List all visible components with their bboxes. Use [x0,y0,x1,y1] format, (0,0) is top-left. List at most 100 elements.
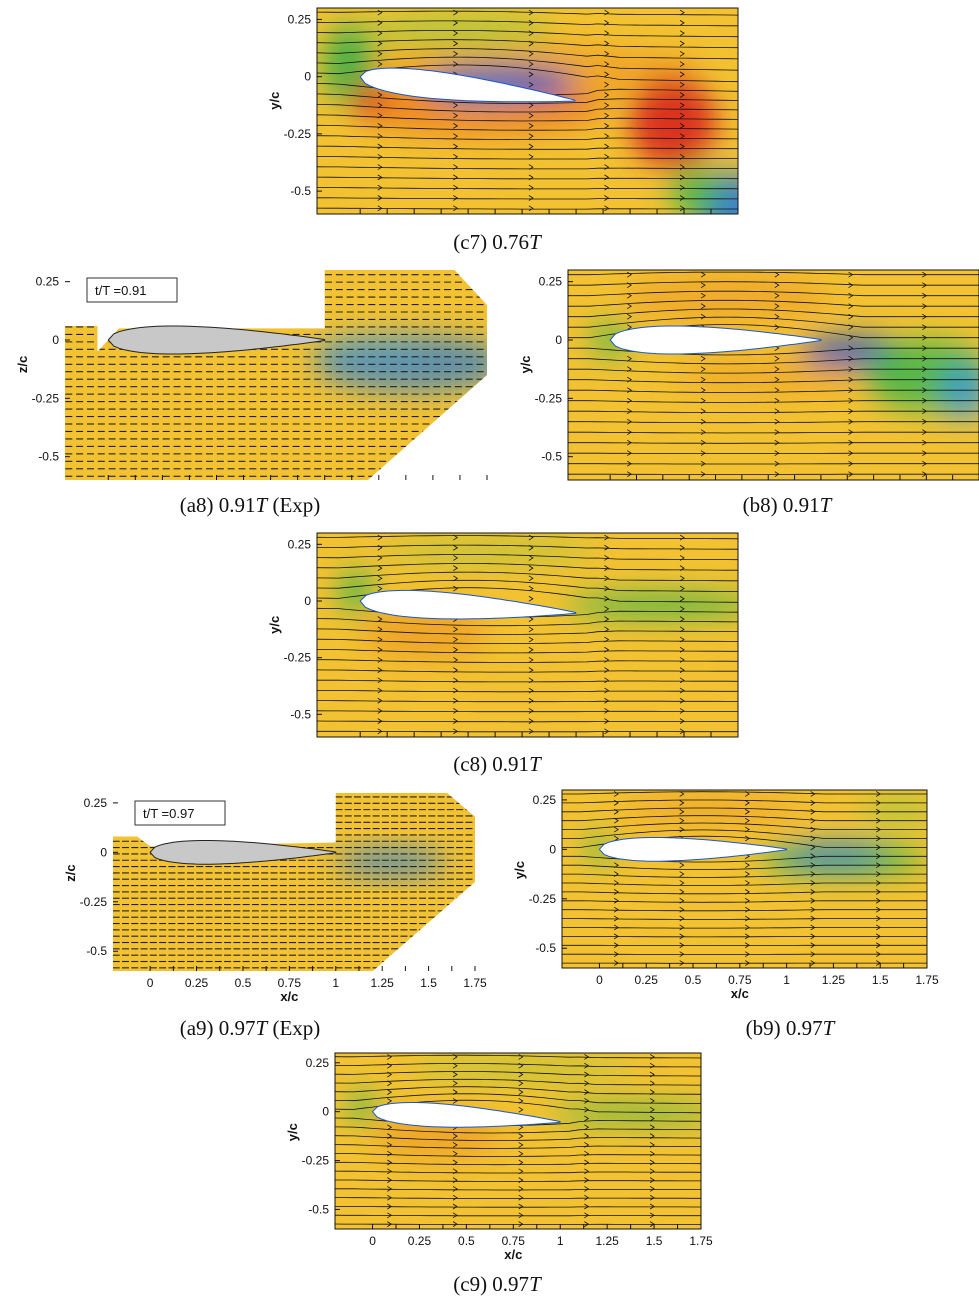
streamline-arrow [387,1062,393,1069]
x-tick-label: 1.75 [463,976,487,990]
streamline-arrow [387,1159,393,1166]
streamline-arrow [922,418,928,425]
streamline-arrow [649,1071,655,1078]
streamline-arrow [584,1230,588,1235]
streamline-arrow [627,282,632,289]
streamline-arrow [744,880,750,886]
streamline-arrow [875,871,881,877]
airfoil [609,325,822,355]
streamline-arrow [377,153,383,160]
x-tick-label: 0.75 [278,976,302,990]
streamline-arrow [679,92,685,98]
streamline-arrow [453,133,459,140]
streamline-arrow [875,915,881,922]
streamline-arrow [848,418,854,425]
streamline [335,1214,701,1217]
streamline-arrow [528,30,534,37]
y-tick-label: 0.25 [288,537,312,551]
streamline-arrow [387,1124,393,1131]
streamline [562,815,927,822]
time-label: t/T =0.91 [95,283,146,298]
streamline-arrow [518,1133,524,1139]
streamline-arrow [584,1054,590,1060]
streamline-arrow [528,205,534,212]
streamline-arrow [584,1133,590,1139]
streamline-arrow [849,482,853,487]
streamline-arrow [604,195,610,201]
streamline-arrow [848,324,854,331]
y-axis-label: z/c [63,864,78,881]
streamline-arrow [774,282,780,289]
contour-blob [938,363,979,420]
streamline-arrow [453,174,459,181]
streamline-arrow [528,646,534,653]
streamline-arrow [518,1142,524,1148]
streamline-arrow [528,184,534,191]
streamline-arrow [377,92,383,98]
streamline-arrow [744,942,750,949]
streamline [335,1078,701,1086]
streamline-arrow [529,739,533,744]
streamline-arrow [453,123,459,129]
streamline-arrow [679,606,685,612]
x-tick-label: 0.25 [185,976,209,990]
streamline-arrow [604,30,610,37]
streamline-arrow [922,366,928,373]
streamline-arrow [604,50,610,57]
streamline-arrow [744,897,750,904]
x-tick-label: 1.75 [689,1234,713,1248]
streamline [317,20,738,27]
streamline-arrow [604,61,610,67]
streamline [317,571,738,582]
streamline [317,176,738,180]
streamline-arrow [627,450,632,457]
streamline-arrow [848,450,854,457]
streamline-arrow [452,1098,458,1104]
y-tick-label: -0.5 [290,707,311,721]
streamline-arrow [528,657,534,663]
y-tick-label: -0.25 [284,127,312,141]
streamline-arrow [528,595,534,602]
streamline-arrow [377,636,383,643]
streamline-arrow [452,1177,458,1183]
streamline-arrow [700,292,706,299]
streamline-arrow [518,1221,524,1227]
streamline-arrow [387,1230,391,1235]
streamline-arrow [604,616,610,622]
streamline-arrow [649,1212,655,1219]
streamlines [562,791,927,966]
streamline-arrow [452,1221,458,1227]
streamline-arrow [679,595,685,602]
streamline-arrow [604,164,610,170]
streamline-arrow [387,1177,393,1183]
streamline [562,909,927,912]
streamline-arrow [848,345,854,352]
streamline-arrow [604,697,610,704]
streamline [568,316,979,328]
streamline [568,389,979,393]
streamline-arrow [679,728,685,735]
streamline-arrow [679,50,685,57]
flow-field-plot: 0.25 0 -0.25 -0.5 0 0.25 0.5 0.75 1 1.25 1.5 1.75 y/… [285,1052,713,1262]
streamline-arrow [529,216,533,221]
streamline-arrow [528,71,534,78]
streamline-arrow [452,1168,458,1175]
streamline-arrow [679,205,685,212]
streamline [317,56,738,71]
streamline-arrow [452,1159,458,1166]
streamline-arrow [604,71,610,78]
streamline-arrow [679,906,685,913]
streamline-arrow [377,50,383,57]
streamline-arrow [584,1150,590,1157]
streamline-arrow [774,313,780,320]
streamline-arrow [387,1089,393,1095]
streamline-arrow [700,460,706,467]
streamline-arrow [810,897,816,904]
streamline-arrow [774,303,780,310]
y-tick-label: 0.25 [533,793,557,807]
streamline-arrow [922,271,928,278]
y-tick-label: 0 [322,1105,329,1119]
streamline-arrow [679,915,685,922]
streamline-arrow [679,862,685,868]
y-tick-label: -0.5 [290,184,311,198]
